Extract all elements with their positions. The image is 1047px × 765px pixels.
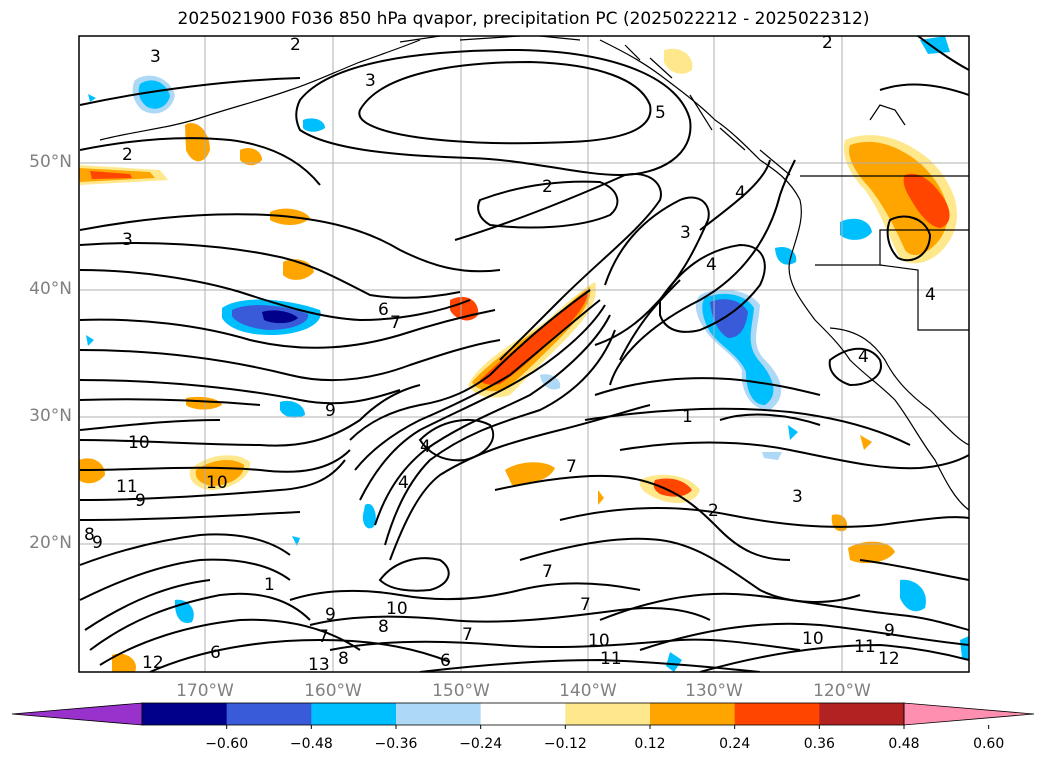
contour-label: 7 [318,627,329,647]
colorbar-segment [734,703,820,725]
contour-label: 11 [116,477,138,497]
colorbar-outline [141,702,905,726]
contour-label: 3 [792,487,803,507]
lat-label-30n: 30°N [29,406,72,426]
colorbar-segment [480,703,566,725]
contour-label: 5 [655,103,666,123]
contour-label: 3 [365,71,376,91]
contour-label: 9 [135,491,146,511]
contour-label: 3 [680,223,691,243]
colorbar-tick-label: 0.60 [973,736,1005,752]
colorbar-tick-label: 0.12 [634,736,666,752]
contour-label: 12 [878,649,900,669]
contour-label: 2 [822,33,833,53]
contour-label: 2 [290,35,301,55]
colorbar-segment [650,703,736,725]
map-frame [78,35,970,673]
lat-label-20n: 20°N [29,533,72,553]
coastlines [99,36,969,511]
colorbar-extend-low [11,702,143,726]
colorbar-segment [226,703,312,725]
colorbar-tick-label: 0.48 [888,736,920,752]
lon-label-130w: 130°W [685,681,743,701]
contour-label: 4 [706,255,717,275]
contour-label: 6 [440,651,451,671]
lon-label-160w: 160°W [304,681,362,701]
contour-label: 9 [884,621,895,641]
contour-label: 10 [588,631,610,651]
contour-label: 7 [566,457,577,477]
contour-label: 4 [420,437,431,457]
colorbar-segment [565,703,651,725]
colorbar-segment [311,703,397,725]
contour-label: 9 [325,401,336,421]
lat-label-50n: 50°N [29,152,72,172]
contour-label: 1 [264,575,275,595]
map-title: 2025021900 F036 850 hPa qvapor, precipit… [177,9,870,29]
contour-label: 7 [462,625,473,645]
colorbar-tick-label: 0.36 [803,736,835,752]
colorbar-segment [819,703,905,725]
contour-label: 12 [142,653,164,673]
contour-label: 6 [378,300,389,320]
contour-label: 8 [378,617,389,637]
colorbar-tick-label: −0.12 [543,736,587,752]
contour-label: 4 [925,285,936,305]
contour-label: 10 [128,433,150,453]
contour-label: 11 [854,637,876,657]
contour-label: 2 [708,501,719,521]
contour-label: 1 [682,407,693,427]
contour-label: 10 [802,629,824,649]
contour-label: 11 [600,649,622,669]
lat-label-40n: 40°N [29,279,72,299]
contour-label: 7 [390,313,401,333]
qvapor-contours [79,36,969,672]
contour-label: 8 [338,649,349,669]
colorbar-segment [396,703,482,725]
contour-label: 4 [398,473,409,493]
colorbar-tick-label: −0.36 [374,736,418,752]
contour-label: 2 [122,145,133,165]
contour-label: 3 [122,230,133,250]
contour-label: 7 [542,562,553,582]
contour-label: 4 [735,183,746,203]
contour-labels: 3 2 3 2 2 5 4 3 2 3 4 6 7 4 9 7 10 9 11 … [84,33,936,675]
contour-label: 2 [542,177,553,197]
precip-negative-shading [86,36,969,672]
contour-label: 7 [580,595,591,615]
contour-label: 6 [210,643,221,663]
contour-label: 9 [92,533,103,553]
contour-label: 4 [858,347,869,367]
lon-label-120w: 120°W [813,681,871,701]
contour-label: 8 [84,525,95,545]
contour-label: 3 [150,47,161,67]
lon-label-150w: 150°W [432,681,490,701]
colorbar-tick-label: −0.24 [459,736,503,752]
contour-label: 9 [325,605,336,625]
lon-label-170w: 170°W [176,681,234,701]
colorbar-tick-label: −0.60 [205,736,249,752]
colorbar-tick-label: −0.48 [289,736,333,752]
lon-label-140w: 140°W [559,681,617,701]
colorbar-segment [142,703,228,725]
colorbar-tick-label: 0.24 [719,736,751,752]
contour-label: 10 [206,473,228,493]
contour-label: 10 [386,599,408,619]
colorbar-extend-high [903,702,1035,726]
contour-label: 13 [308,655,330,675]
